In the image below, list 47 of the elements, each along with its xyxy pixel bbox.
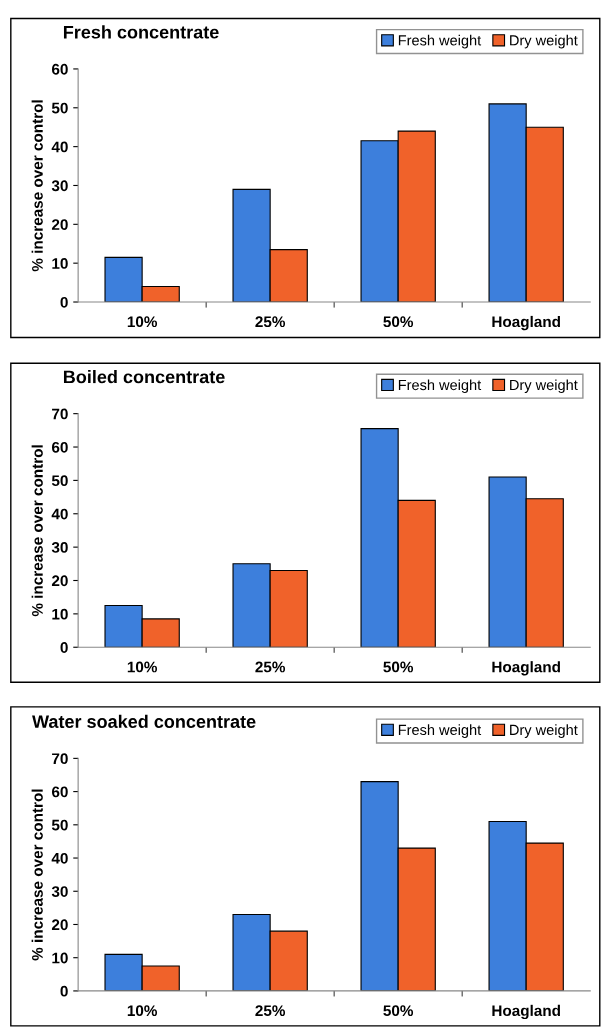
y-axis-title: % increase over control [31,100,43,272]
chart-title: Boiled concentrate [63,370,225,384]
y-tick-label: 0 [60,985,68,997]
x-tick-label: 50% [383,316,414,328]
y-tick-label: 10 [52,258,68,269]
legend-label: Fresh weight [398,379,482,394]
y-tick-label: 50 [51,475,68,487]
x-tick-label: 25% [255,316,286,328]
x-tick-label: Hoagland [492,315,560,331]
x-tick-label: 50% [383,1005,414,1017]
y-tick-label: 20 [51,575,68,587]
legend-label: Dry weight [510,724,578,738]
y-tick-label: 30 [51,542,68,553]
x-tick-label: 50% [383,661,414,673]
y-tick-label: 60 [51,786,68,798]
y-tick-label: 10 [52,608,68,620]
y-tick-label: 30 [51,886,68,897]
y-tick-label: 60 [51,441,68,453]
y-tick-label: 70 [52,753,68,765]
y-tick-label: 0 [60,642,68,653]
legend-label: Fresh weight [398,724,482,738]
y-tick-label: 50 [51,819,68,831]
chart-title: Fresh concentrate [63,25,219,39]
y-tick-label: 30 [51,180,68,192]
y-tick-label: 40 [51,141,68,153]
y-tick-label: 40 [51,508,68,520]
y-tick-label: 60 [51,63,68,75]
x-tick-label: 25% [255,661,286,673]
y-tick-label: 40 [51,852,68,864]
legend-label: Dry weight [510,34,578,49]
y-tick-label: 20 [51,219,68,231]
y-tick-label: 10 [52,952,68,964]
y-axis-title: % increase over control [31,789,43,961]
x-tick-label: 25% [255,1005,286,1017]
x-tick-label: Hoagland [492,1004,560,1020]
y-tick-label: 0 [60,296,68,308]
y-tick-label: 20 [51,919,68,931]
legend-label: Fresh weight [398,34,482,49]
chart-title: Water soaked concentrate [32,714,256,728]
x-tick-label: 10% [127,316,158,328]
x-tick-label: 10% [127,1005,158,1017]
legend-label: Dry weight [510,379,578,394]
y-axis-title: % increase over control [31,445,43,617]
x-tick-label: Hoagland [492,661,560,676]
x-tick-label: 10% [127,661,158,673]
y-tick-label: 70 [52,408,68,420]
y-tick-label: 50 [51,102,68,114]
